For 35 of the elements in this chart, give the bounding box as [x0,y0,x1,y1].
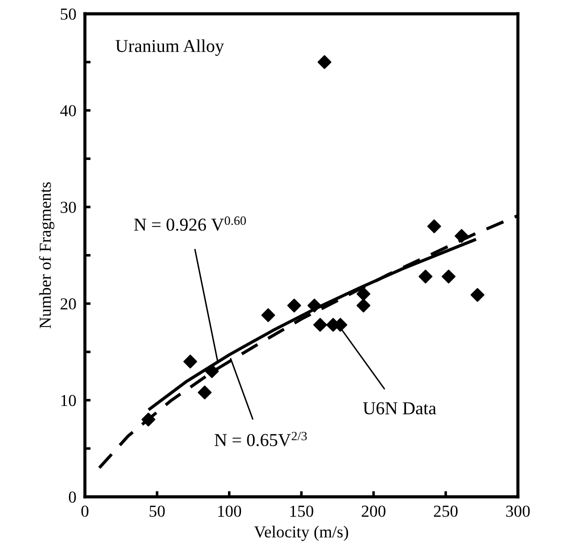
point [442,270,456,284]
point [198,386,212,400]
point [427,219,442,234]
point [142,412,156,426]
point [454,229,469,243]
x-tick-label: 0 [81,506,88,517]
annotation: Uranium Alloy [116,39,224,56]
x-tick-label: 50 [150,506,165,517]
point [287,298,302,312]
x-tick-label: 150 [290,506,314,517]
y-tick-label: 50 [60,8,76,20]
point [418,270,432,284]
y-tick-label: 10 [61,394,76,406]
y-tick-label: 40 [60,105,76,116]
annotation: U6N Data [363,402,436,414]
annotation: N = 0.65V$^{2/3}$ [214,432,307,446]
point [313,318,328,332]
x-tick-label: 250 [434,506,458,517]
annotation: N = 0.926 V$^{0.60}$ [134,216,246,231]
point [318,55,332,70]
point [261,308,276,322]
point [205,364,219,378]
y-tick-label: 0 [68,492,76,503]
point [356,298,370,312]
point [307,298,322,312]
point [470,288,484,302]
point [183,354,198,368]
y-tick-label: 20 [60,298,76,310]
x-tick-label: 300 [506,506,530,517]
x-tick-label: 200 [362,506,386,517]
y-tick-label: 30 [60,202,76,213]
point [356,287,370,301]
x-tick-label: 100 [218,506,242,517]
x-axis-title: Velocity (m/s) [254,526,348,541]
y-axis-title: Number of Fragments [39,182,54,328]
